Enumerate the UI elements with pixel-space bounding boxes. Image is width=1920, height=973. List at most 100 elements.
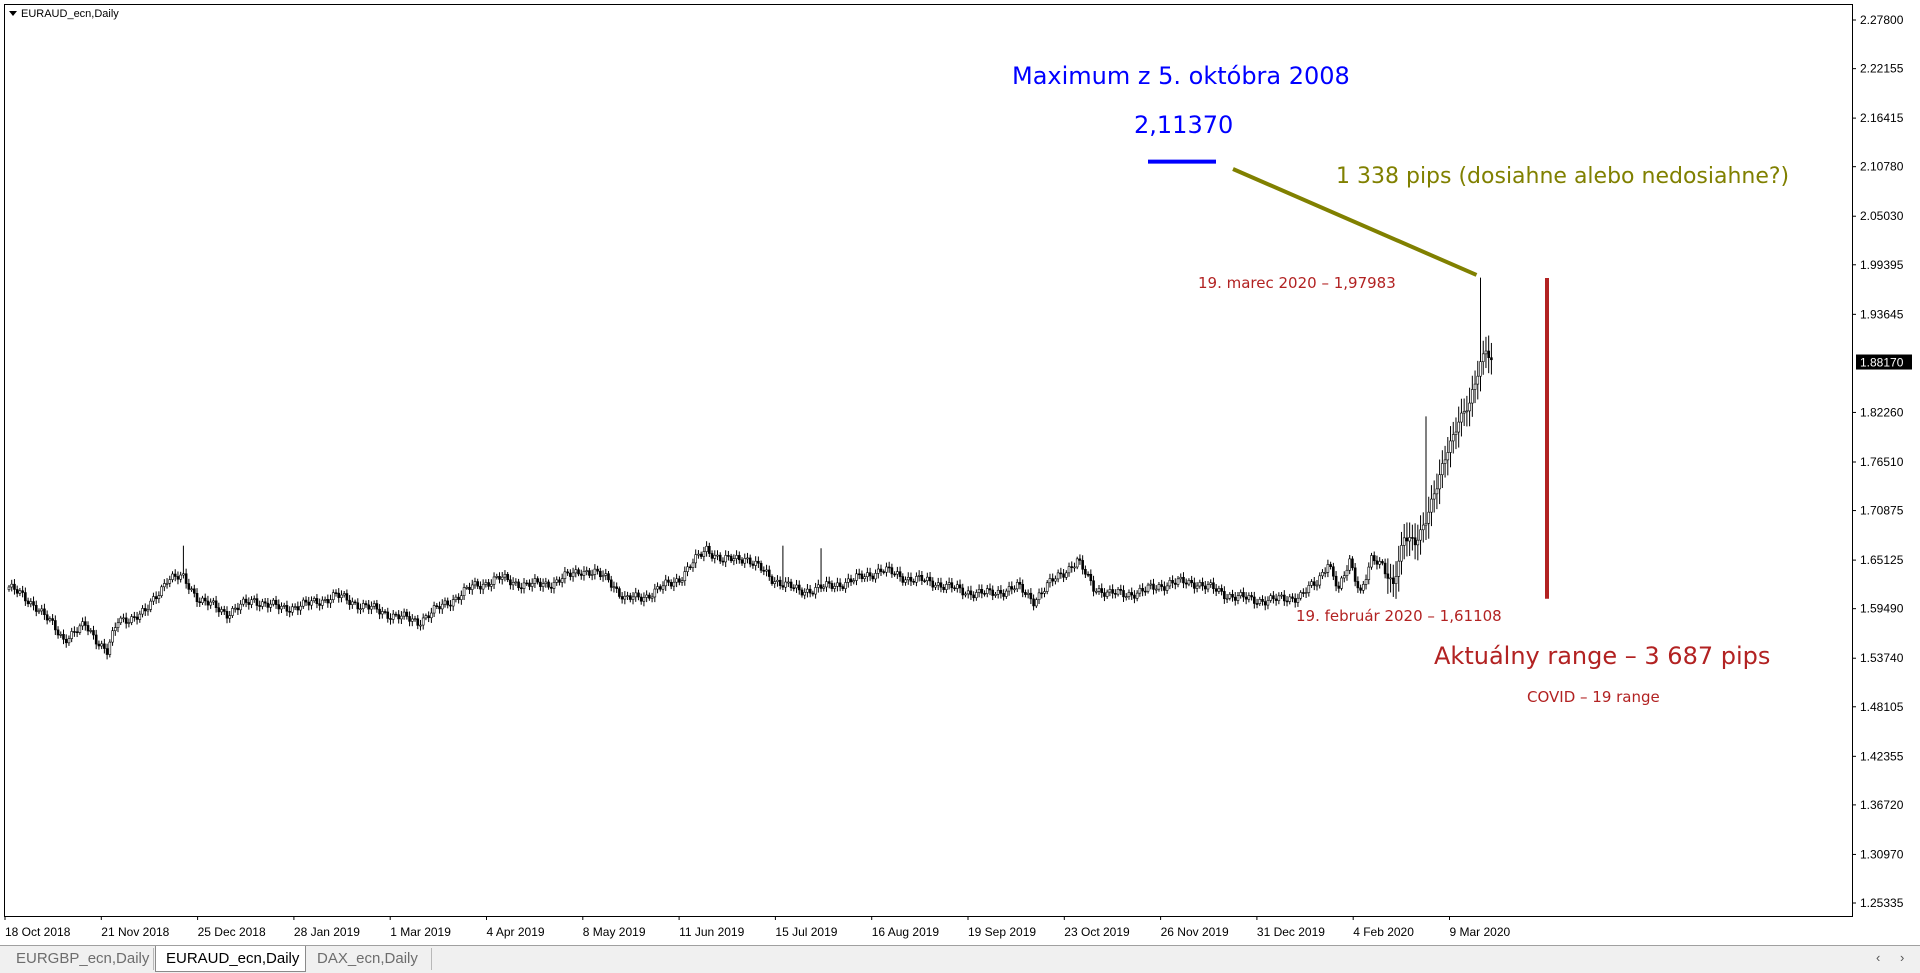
- candle-body: [912, 580, 916, 583]
- feb-low-label: 19. február 2020 – 1,61108: [1296, 607, 1502, 625]
- y-axis-tick-label: 1.76510: [1860, 455, 1904, 469]
- candle-body: [1446, 452, 1450, 461]
- candle-body: [620, 596, 624, 600]
- candle-body: [699, 553, 703, 557]
- candle-body: [1217, 588, 1221, 592]
- candle-body: [825, 581, 828, 588]
- candle-body: [1280, 594, 1283, 597]
- candle-body: [737, 555, 741, 561]
- candle-body: [168, 579, 172, 584]
- candle-body: [988, 588, 992, 591]
- candle-body: [1228, 593, 1232, 599]
- y-axis-tick-label: 1.59490: [1860, 602, 1904, 616]
- candle-body: [435, 605, 439, 607]
- candle-body: [506, 573, 509, 581]
- candle-body: [468, 586, 471, 590]
- candle-body: [307, 601, 311, 606]
- candle-body: [299, 605, 302, 611]
- candle-body: [1193, 582, 1196, 589]
- candle-body: [585, 570, 589, 572]
- candle-body: [1111, 589, 1114, 594]
- candle-body: [672, 581, 676, 587]
- tab-scroll-left-icon[interactable]: ‹: [1876, 950, 1881, 965]
- candle-body: [1481, 353, 1485, 362]
- candle-body: [1032, 598, 1035, 607]
- candle-body: [1342, 575, 1346, 579]
- candle-body: [582, 571, 586, 576]
- candle-body: [566, 571, 569, 574]
- candle-body: [1449, 440, 1452, 453]
- candle-body: [1356, 581, 1360, 589]
- candle-body: [628, 595, 632, 600]
- candle-body: [778, 579, 782, 586]
- x-axis-tick-label: 15 Jul 2019: [775, 925, 837, 939]
- candle-body: [1037, 592, 1041, 600]
- candle-body: [664, 579, 668, 587]
- y-axis-tick-label: 1.48105: [1860, 700, 1904, 714]
- tab-scroll-right-icon[interactable]: ›: [1900, 950, 1905, 965]
- candle-body: [945, 584, 948, 590]
- candle-body: [931, 580, 935, 588]
- candle-body: [1296, 597, 1300, 603]
- candle-body: [402, 611, 406, 617]
- candle-body: [1070, 566, 1074, 568]
- candle-body: [348, 599, 351, 605]
- candle-body: [1332, 566, 1335, 577]
- candle-body: [29, 601, 33, 605]
- candle-body: [549, 586, 553, 589]
- candle-body: [1484, 350, 1488, 355]
- candle-body: [509, 579, 512, 586]
- candle-body: [1435, 488, 1439, 495]
- candle-body: [242, 598, 245, 605]
- candle-body: [667, 579, 670, 583]
- candle-body: [427, 615, 430, 619]
- candle-body: [92, 630, 95, 636]
- y-axis-tick-label: 2.16415: [1860, 111, 1904, 125]
- symbol-title[interactable]: EURAUD_ecn,Daily: [9, 8, 119, 20]
- tab-eurgbp[interactable]: EURGBP_ecn,Daily: [6, 948, 154, 970]
- current-price-label: 1.88170: [1860, 356, 1904, 370]
- candle-body: [495, 576, 499, 578]
- candle-body: [942, 586, 945, 590]
- candle-body: [642, 597, 646, 602]
- tab-dax[interactable]: DAX_ecn,Daily: [307, 948, 432, 970]
- candle-body: [378, 608, 381, 615]
- candle-body: [1146, 584, 1150, 592]
- candle-body: [419, 624, 422, 627]
- candle-body: [1187, 579, 1191, 585]
- candle-body: [154, 596, 158, 600]
- candle-body: [1408, 537, 1411, 542]
- candle-body: [1114, 593, 1117, 595]
- candle-body: [1266, 600, 1270, 606]
- pips-to-max-line: [1232, 167, 1478, 277]
- candle-body: [571, 572, 575, 577]
- candle-body: [81, 621, 84, 627]
- candle-body: [1015, 582, 1019, 590]
- candle-body: [397, 614, 400, 620]
- candle-body: [443, 600, 447, 605]
- candle-body: [683, 571, 687, 581]
- y-axis-tick-label: 1.30970: [1860, 847, 1904, 861]
- chart-window[interactable]: 2.27800 2.22155 2.16415 2.10780 2.05030 1.993…: [0, 0, 1920, 945]
- candle-body: [1337, 585, 1341, 589]
- candle-body: [73, 631, 76, 633]
- candle-body: [1329, 564, 1332, 568]
- candle-body: [857, 573, 861, 576]
- plot-area[interactable]: [4, 4, 1853, 917]
- tab-euraud[interactable]: EURAUD_ecn,Daily: [155, 946, 306, 972]
- candle-body: [590, 574, 594, 576]
- candle-body: [555, 579, 559, 583]
- candle-body: [898, 571, 902, 577]
- candle-body: [697, 553, 700, 556]
- candle-body: [209, 601, 212, 606]
- candle-body: [1067, 566, 1071, 574]
- candle-body: [1127, 592, 1131, 597]
- candle-body: [514, 581, 518, 584]
- candle-body: [1212, 582, 1215, 590]
- candle-body: [321, 599, 324, 606]
- candle-body: [7, 586, 11, 590]
- candle-body: [272, 599, 275, 605]
- candle-body: [250, 599, 253, 605]
- candle-body: [446, 600, 450, 606]
- candle-body: [122, 617, 125, 620]
